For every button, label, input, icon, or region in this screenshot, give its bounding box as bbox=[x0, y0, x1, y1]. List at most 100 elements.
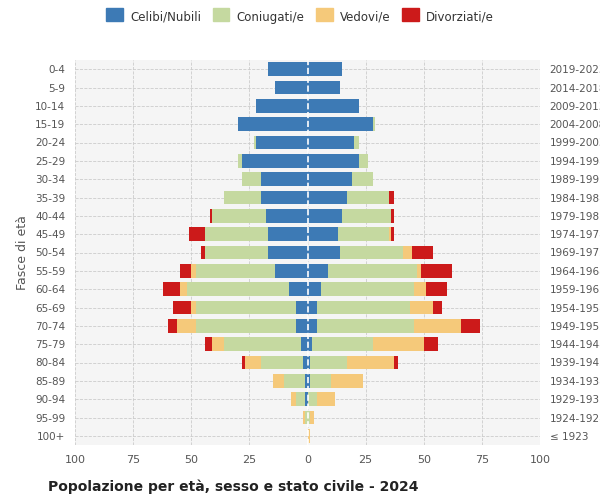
Bar bbox=[261, 356, 303, 370]
Bar bbox=[433, 300, 442, 314]
Bar bbox=[310, 374, 331, 388]
Bar bbox=[391, 228, 394, 241]
Bar bbox=[196, 300, 296, 314]
Bar bbox=[308, 356, 310, 370]
Bar bbox=[308, 80, 340, 94]
Bar bbox=[168, 319, 178, 332]
Bar bbox=[421, 264, 452, 278]
Bar bbox=[317, 392, 335, 406]
Bar bbox=[347, 356, 394, 370]
Bar bbox=[308, 246, 340, 260]
Bar bbox=[163, 282, 179, 296]
Bar bbox=[359, 154, 368, 168]
Bar bbox=[205, 228, 268, 241]
Bar bbox=[310, 356, 347, 370]
Bar bbox=[173, 300, 191, 314]
Bar bbox=[424, 338, 438, 351]
Bar bbox=[268, 62, 308, 76]
Bar bbox=[200, 246, 205, 260]
Bar bbox=[305, 392, 308, 406]
Bar bbox=[308, 282, 322, 296]
Bar bbox=[289, 282, 308, 296]
Bar bbox=[242, 356, 245, 370]
Bar bbox=[275, 264, 308, 278]
Bar bbox=[189, 228, 205, 241]
Bar bbox=[212, 338, 224, 351]
Bar bbox=[317, 300, 410, 314]
Bar bbox=[238, 118, 308, 131]
Bar bbox=[338, 228, 389, 241]
Bar bbox=[291, 392, 296, 406]
Bar bbox=[308, 99, 359, 112]
Bar bbox=[256, 99, 308, 112]
Bar bbox=[196, 319, 296, 332]
Bar bbox=[284, 374, 305, 388]
Bar bbox=[308, 429, 310, 442]
Bar bbox=[205, 338, 212, 351]
Bar bbox=[415, 282, 426, 296]
Bar bbox=[312, 338, 373, 351]
Bar bbox=[308, 190, 347, 204]
Bar bbox=[305, 410, 308, 424]
Bar bbox=[308, 374, 310, 388]
Bar bbox=[224, 338, 301, 351]
Bar bbox=[308, 392, 317, 406]
Bar bbox=[354, 136, 359, 149]
Bar bbox=[308, 410, 310, 424]
Bar bbox=[301, 338, 308, 351]
Bar bbox=[352, 172, 373, 186]
Bar bbox=[347, 190, 389, 204]
Bar bbox=[426, 282, 447, 296]
Bar bbox=[389, 190, 394, 204]
Bar bbox=[305, 374, 308, 388]
Bar bbox=[187, 282, 289, 296]
Bar bbox=[310, 410, 314, 424]
Bar bbox=[308, 300, 317, 314]
Bar bbox=[268, 246, 308, 260]
Bar bbox=[308, 154, 359, 168]
Bar bbox=[296, 300, 308, 314]
Bar bbox=[242, 172, 261, 186]
Bar bbox=[417, 264, 421, 278]
Bar bbox=[308, 62, 343, 76]
Bar bbox=[256, 136, 308, 149]
Bar bbox=[245, 356, 261, 370]
Bar bbox=[343, 209, 391, 222]
Bar bbox=[261, 172, 308, 186]
Bar bbox=[308, 338, 312, 351]
Bar bbox=[415, 319, 461, 332]
Bar bbox=[308, 209, 343, 222]
Text: Popolazione per età, sesso e stato civile - 2024: Popolazione per età, sesso e stato civil… bbox=[48, 480, 419, 494]
Bar bbox=[410, 300, 433, 314]
Bar bbox=[303, 356, 308, 370]
Bar bbox=[179, 264, 191, 278]
Bar bbox=[261, 190, 308, 204]
Bar bbox=[178, 319, 196, 332]
Bar bbox=[331, 374, 364, 388]
Bar bbox=[373, 338, 424, 351]
Bar bbox=[224, 190, 261, 204]
Bar bbox=[179, 282, 187, 296]
Bar bbox=[205, 246, 268, 260]
Bar bbox=[268, 228, 308, 241]
Bar bbox=[403, 246, 412, 260]
Bar bbox=[238, 154, 242, 168]
Bar bbox=[340, 246, 403, 260]
Legend: Celibi/Nubili, Coniugati/e, Vedovi/e, Divorziati/e: Celibi/Nubili, Coniugati/e, Vedovi/e, Di… bbox=[101, 6, 499, 28]
Bar bbox=[272, 374, 284, 388]
Bar bbox=[210, 209, 212, 222]
Bar bbox=[242, 154, 308, 168]
Bar bbox=[196, 264, 275, 278]
Bar bbox=[254, 136, 256, 149]
Bar bbox=[191, 264, 196, 278]
Bar bbox=[461, 319, 479, 332]
Bar bbox=[308, 172, 352, 186]
Bar bbox=[373, 118, 375, 131]
Bar bbox=[275, 80, 308, 94]
Bar bbox=[266, 209, 308, 222]
Bar bbox=[308, 264, 328, 278]
Bar bbox=[394, 356, 398, 370]
Bar bbox=[296, 392, 305, 406]
Bar bbox=[328, 264, 417, 278]
Bar bbox=[303, 410, 305, 424]
